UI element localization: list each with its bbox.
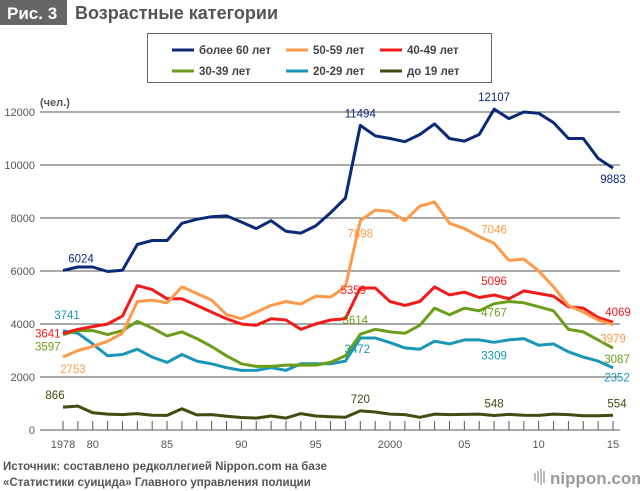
- data-label: 4069: [605, 307, 631, 319]
- data-label: 548: [484, 398, 503, 410]
- legend: более 60 лет 50-59 лет 40-49 лет 30-39 лет 2…: [172, 45, 460, 78]
- data-label: 7046: [481, 224, 507, 236]
- data-label: 7898: [348, 229, 374, 241]
- series-line: [62, 200, 614, 359]
- chart-title: Возрастные категории: [75, 3, 278, 23]
- series-line: [62, 300, 614, 368]
- x-tick-label: 05: [458, 439, 470, 451]
- data-label: 3979: [600, 334, 626, 346]
- data-label: 720: [351, 394, 370, 406]
- y-tick-label: 2000: [11, 372, 35, 384]
- data-label: 2753: [60, 364, 86, 376]
- data-label: 5359: [341, 285, 367, 297]
- x-tick-label: 90: [235, 439, 247, 451]
- x-tick-label: 10: [533, 439, 545, 451]
- x-tick-label: 95: [310, 439, 322, 451]
- data-label: 554: [607, 398, 627, 410]
- y-tick-label: 6000: [11, 266, 35, 278]
- source-line-1: Источник: составлено редколлегией Nippon…: [3, 461, 327, 473]
- data-label: 3641: [35, 329, 61, 341]
- data-label: 9883: [600, 174, 626, 186]
- data-label: 5096: [481, 276, 507, 288]
- series-line: [62, 107, 614, 273]
- data-label: 12107: [478, 92, 510, 104]
- legend-label: 50-59 лет: [313, 45, 365, 57]
- data-label: 3597: [35, 342, 61, 354]
- data-label: 3614: [343, 315, 369, 327]
- legend-label: 20-29 лет: [313, 66, 365, 78]
- data-label: 3472: [345, 344, 371, 356]
- y-tick-label: 4000: [11, 319, 35, 331]
- x-tick-label: 80: [87, 439, 99, 451]
- y-tick-label: 0: [29, 425, 35, 437]
- source-line-2: «Статистики суицида» Главного управления…: [3, 477, 311, 489]
- x-tick-label: 85: [161, 439, 173, 451]
- nippon-logo: nippon.com: [534, 469, 640, 488]
- data-label: 11494: [345, 108, 377, 120]
- y-tick-label: 8000: [11, 213, 35, 225]
- y-tick-label: 10000: [4, 160, 35, 172]
- y-unit-label: (чел.): [40, 97, 70, 109]
- x-tick-label: 1978: [51, 439, 75, 451]
- x-tick-label: 2000: [378, 439, 402, 451]
- data-label: 2352: [604, 373, 630, 385]
- logo-text: nippon.com: [550, 469, 640, 488]
- legend-label: более 60 лет: [199, 45, 271, 57]
- series-line: [62, 404, 614, 420]
- legend-label: 30-39 лет: [199, 66, 251, 78]
- series-line: [62, 284, 614, 335]
- legend-box: [147, 33, 492, 83]
- legend-label: до 19 лет: [407, 66, 460, 78]
- series-line: [62, 329, 614, 372]
- data-label: 3309: [481, 350, 507, 362]
- fig-label: Рис. 3: [7, 4, 57, 23]
- data-label: 4767: [481, 308, 507, 320]
- y-tick-label: 12000: [4, 107, 35, 119]
- data-label: 6024: [68, 253, 94, 265]
- data-label: 3741: [54, 310, 80, 322]
- data-label: 3087: [604, 354, 630, 366]
- fig-label-box: [0, 0, 67, 25]
- legend-label: 40-49 лет: [407, 45, 459, 57]
- x-tick-label: 15: [607, 439, 619, 451]
- data-label: 866: [45, 390, 64, 402]
